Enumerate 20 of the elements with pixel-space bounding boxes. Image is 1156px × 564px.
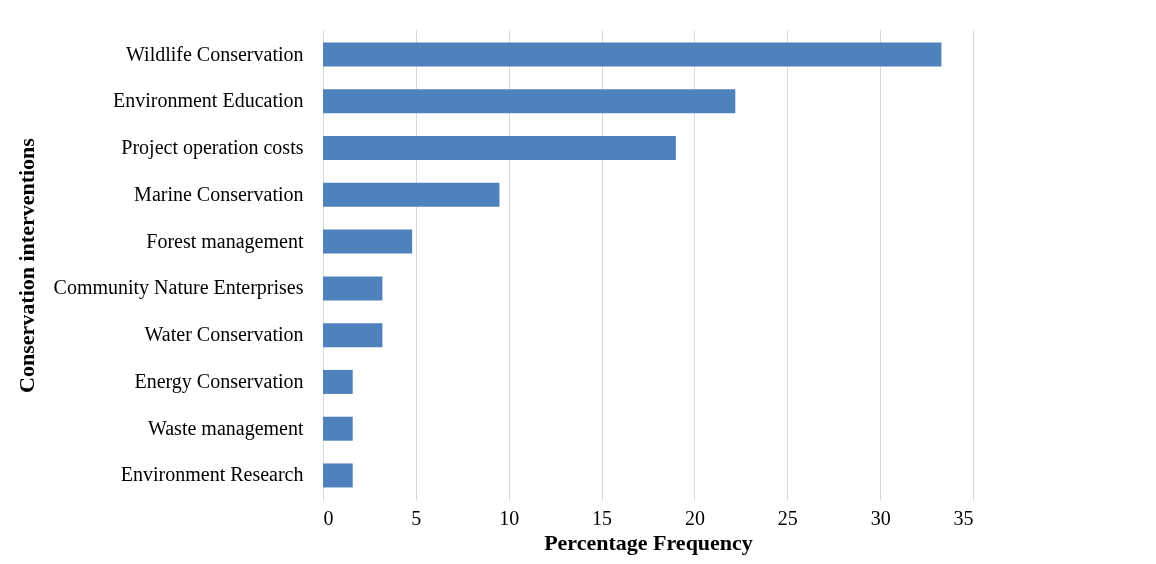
- y-axis-title: Conservation interventions: [13, 137, 39, 393]
- x-tick-label: 5: [411, 506, 422, 529]
- x-tick-label: 35: [953, 506, 974, 529]
- y-tick-label: Forest management: [146, 229, 304, 253]
- y-tick-label: Environment Education: [112, 89, 304, 112]
- x-axis-title: Percentage Frequency: [544, 529, 753, 555]
- y-tick-label: Community Nature Enterprises: [53, 276, 304, 300]
- y-tick-label: Environment Research: [120, 463, 304, 486]
- x-tick-label: 25: [777, 506, 798, 529]
- y-tick-label: Project operation costs: [121, 136, 304, 160]
- x-tick-label: 30: [870, 506, 891, 529]
- x-tick-label: 20: [684, 506, 705, 529]
- x-tick-label: 10: [499, 506, 520, 529]
- y-tick-label: Marine Conservation: [134, 182, 304, 205]
- x-tick-label: 0: [323, 506, 334, 529]
- y-tick-label: Wildlife Conservation: [126, 42, 304, 65]
- y-tick-label: Waste management: [147, 416, 304, 440]
- x-tick-label: 15: [592, 506, 613, 529]
- y-tick-label: Energy Conservation: [134, 369, 304, 393]
- y-tick-label: Water Conservation: [144, 323, 304, 346]
